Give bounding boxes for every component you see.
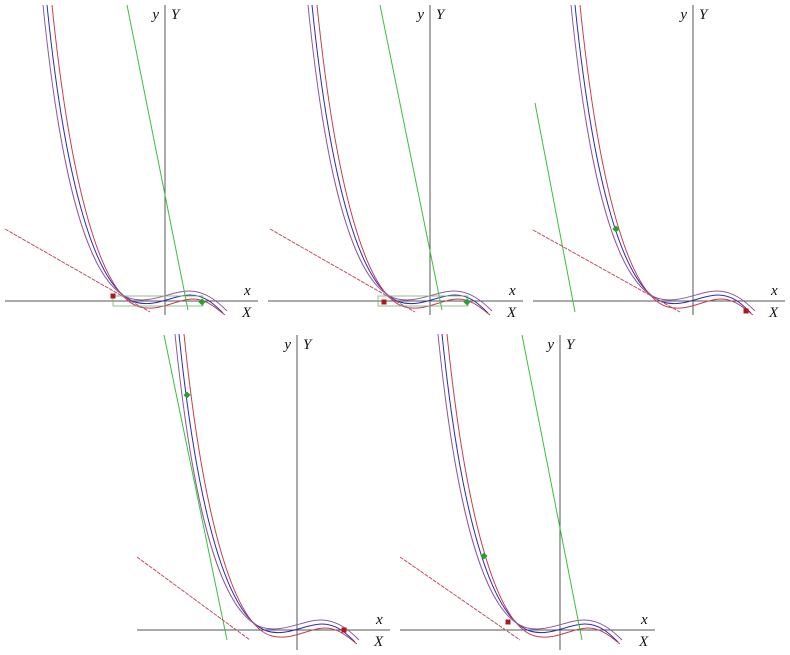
red-point (110, 293, 116, 299)
green-line (521, 334, 583, 641)
x-label: x (243, 283, 251, 299)
X-label: X (373, 634, 384, 650)
curve (307, 4, 493, 312)
Y-label: Y (436, 7, 446, 23)
red-point (505, 619, 511, 625)
Y-label: Y (171, 7, 181, 23)
curve (570, 4, 756, 312)
curve (174, 333, 360, 641)
X-label: X (768, 305, 779, 321)
panel: y YxX (4, 4, 258, 321)
curve (316, 4, 491, 316)
red-line (532, 229, 681, 313)
y-label: y (415, 7, 424, 23)
X-label: X (506, 305, 517, 321)
y-label: y (678, 7, 687, 23)
green-point (198, 298, 206, 306)
curve (311, 4, 489, 314)
green-line (534, 102, 576, 313)
x-label: x (640, 612, 648, 628)
curve (42, 4, 228, 312)
curves (532, 4, 756, 316)
x-label: x (770, 283, 778, 299)
red-line (269, 228, 416, 313)
curve (183, 333, 358, 645)
red-line (4, 228, 151, 313)
curves (399, 333, 623, 645)
x-label: x (508, 283, 516, 299)
curve (446, 333, 621, 645)
Y-label: Y (566, 337, 576, 353)
X-label: X (638, 634, 649, 650)
panel: y YxX (268, 4, 523, 321)
panel: y YxX (532, 4, 785, 321)
y-label: y (282, 337, 291, 353)
green-point (480, 552, 488, 560)
curves (4, 4, 228, 316)
curve (437, 333, 623, 641)
green-point (612, 225, 620, 233)
panel: y YxX (399, 333, 655, 650)
x-label: x (375, 612, 383, 628)
curves (269, 4, 493, 316)
curve (441, 333, 619, 643)
red-line (136, 556, 251, 641)
red-point (341, 627, 347, 633)
green-line (126, 4, 189, 311)
red-line (399, 556, 521, 641)
curve (178, 333, 356, 643)
y-label: y (545, 337, 554, 353)
Y-label: Y (699, 7, 709, 23)
y-label: y (150, 7, 159, 23)
curves (136, 333, 360, 645)
green-point (183, 391, 191, 399)
X-label: X (241, 305, 252, 321)
curve (46, 4, 224, 314)
red-point (381, 299, 387, 305)
green-point (463, 298, 471, 306)
curve (579, 4, 754, 316)
red-point (743, 308, 749, 314)
curve (51, 4, 226, 316)
green-line (379, 4, 443, 311)
panel: y YxX (136, 333, 390, 650)
green-line (163, 334, 228, 641)
Y-label: Y (303, 337, 313, 353)
